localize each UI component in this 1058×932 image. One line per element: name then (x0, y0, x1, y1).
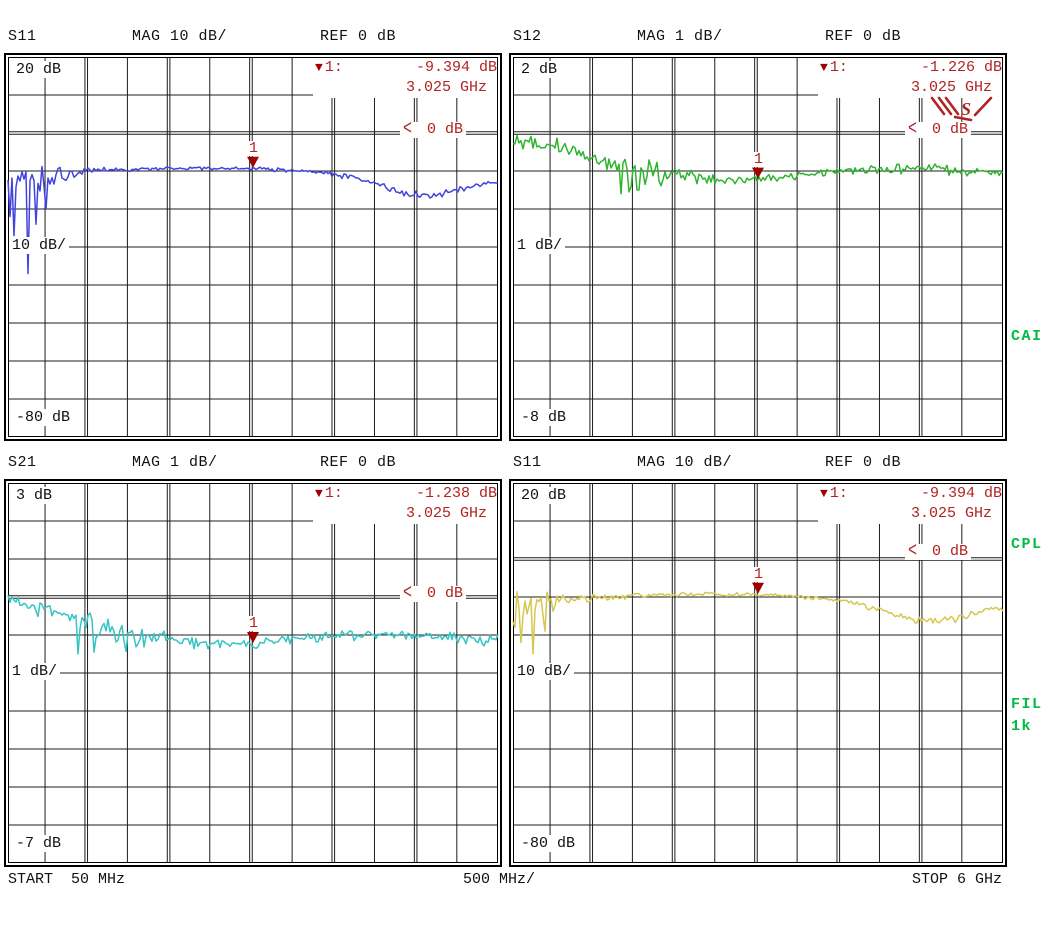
ref-level-indicator: < 0 dB (400, 117, 467, 141)
annunciator-1k: 1k (1011, 718, 1033, 735)
marker-frequency: 3.025 GHz (405, 505, 487, 522)
plot-canvas-3 (509, 479, 1007, 867)
panel3-scale-label: MAG 10 dB/ (637, 454, 733, 471)
panel0-ref-label: REF 0 dB (320, 28, 397, 45)
marker-frequency: 3.025 GHz (910, 505, 992, 522)
sparam-panel-top-right: 2 dB 1 dB/ -8 dB ▼ 1: -1.226 dB 3.025 GH… (509, 53, 1007, 441)
panel1-title: S12 (513, 28, 542, 45)
trace-marker-number: 1 (753, 565, 765, 583)
panel2-title: S21 (8, 454, 37, 471)
trace-marker-icon (752, 167, 764, 179)
marker-number-label: 1: (324, 59, 343, 76)
panel1-scale-label: MAG 1 dB/ (637, 28, 723, 45)
trace-marker-icon (752, 582, 764, 594)
marker-number-label: 1: (829, 485, 848, 502)
marker-triangle-icon: ▼ (315, 60, 323, 75)
marker-frequency: 3.025 GHz (910, 79, 992, 96)
marker-readout: ▼ 1: -1.226 dB 3.025 GHz (818, 58, 1002, 98)
sparam-panel-bottom-left: 3 dB 1 dB/ -7 dB ▼ 1: -1.238 dB 3.025 GH… (4, 479, 502, 867)
trace-s12 (512, 134, 1004, 195)
marker-readout: ▼ 1: -9.394 dB 3.025 GHz (313, 58, 497, 98)
svg-text:S: S (961, 99, 971, 119)
ref-level-value: 0 dB (427, 121, 464, 138)
y-scale-label: 10 dB/ (514, 663, 575, 680)
panel2-ref-label: REF 0 dB (320, 454, 397, 471)
marker-readout: ▼ 1: -9.394 dB 3.025 GHz (818, 484, 1002, 524)
marker-readout: ▼ 1: -1.238 dB 3.025 GHz (313, 484, 497, 524)
marker-number-label: 1: (829, 59, 848, 76)
stop-frequency-label: STOP 6 GHz (912, 871, 1003, 888)
y-top-label: 20 dB (13, 61, 65, 78)
ref-level-arrow-icon: < (403, 117, 413, 141)
marker-triangle-icon: ▼ (820, 60, 828, 75)
trace-s11 (7, 165, 499, 275)
trace-marker-icon (247, 632, 259, 644)
start-frequency-label: START 50 MHz (8, 871, 126, 888)
y-scale-label: 1 dB/ (514, 237, 566, 254)
ref-level-arrow-icon: < (908, 539, 918, 563)
y-bottom-label: -80 dB (13, 409, 74, 426)
trace-marker-icon (247, 156, 259, 168)
y-bottom-label: -7 dB (13, 835, 65, 852)
plot-canvas-0 (4, 53, 502, 441)
y-top-label: 3 dB (13, 487, 56, 504)
ref-level-arrow-icon: < (908, 117, 918, 141)
marker-triangle-icon: ▼ (820, 486, 828, 501)
ref-level-indicator: < 0 dB (905, 539, 972, 563)
y-scale-label: 10 dB/ (9, 237, 70, 254)
ref-level-arrow-icon: < (403, 581, 413, 605)
ref-level-value: 0 dB (932, 543, 969, 560)
y-top-label: 2 dB (518, 61, 561, 78)
plot-canvas-1 (509, 53, 1007, 441)
ref-level-indicator: < 0 dB (905, 117, 972, 141)
annunciator-cai: CAI (1011, 328, 1043, 345)
ref-level-value: 0 dB (932, 121, 969, 138)
marker-value: -9.394 dB (415, 59, 497, 76)
trace-marker-number: 1 (753, 150, 765, 168)
trace-s11 (512, 590, 1004, 655)
trace-marker-number: 1 (248, 139, 260, 157)
y-top-label: 20 dB (518, 487, 570, 504)
panel0-scale-label: MAG 10 dB/ (132, 28, 228, 45)
annunciator-fil: FIL (1011, 696, 1043, 713)
panel0-title: S11 (8, 28, 37, 45)
sparam-panel-top-left: 20 dB 10 dB/ -80 dB ▼ 1: -9.394 dB 3.025… (4, 53, 502, 441)
panel1-ref-label: REF 0 dB (825, 28, 902, 45)
y-bottom-label: -8 dB (518, 409, 570, 426)
panel3-ref-label: REF 0 dB (825, 454, 902, 471)
annunciator-cpl: CPL (1011, 536, 1043, 553)
marker-number-label: 1: (324, 485, 343, 502)
marker-value: -1.226 dB (920, 59, 1002, 76)
trace-marker-number: 1 (248, 615, 260, 633)
sparam-panel-bottom-right: 20 dB 10 dB/ -80 dB ▼ 1: -9.394 dB 3.025… (509, 479, 1007, 867)
ref-level-indicator: < 0 dB (400, 581, 467, 605)
marker-frequency: 3.025 GHz (405, 79, 487, 96)
y-scale-label: 1 dB/ (9, 663, 61, 680)
marker-value: -9.394 dB (920, 485, 1002, 502)
marker-value: -1.238 dB (415, 485, 497, 502)
panel2-scale-label: MAG 1 dB/ (132, 454, 218, 471)
panel3-title: S11 (513, 454, 542, 471)
per-division-label: 500 MHz/ (463, 871, 536, 888)
y-bottom-label: -80 dB (518, 835, 579, 852)
red-scribble-signature-icon: S (930, 96, 993, 122)
ref-level-value: 0 dB (427, 585, 464, 602)
trace-s21 (7, 595, 499, 655)
marker-triangle-icon: ▼ (315, 486, 323, 501)
plot-canvas-2 (4, 479, 502, 867)
